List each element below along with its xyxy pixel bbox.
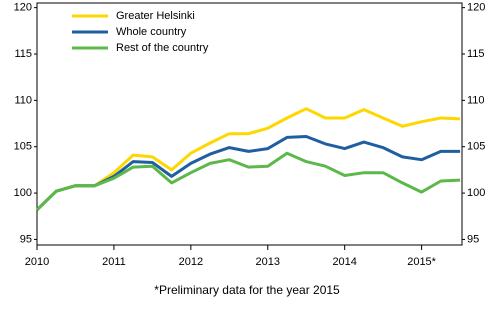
series-line xyxy=(35,107,461,211)
x-tick-label: 2014 xyxy=(332,256,356,268)
y-tick-label: 115 xyxy=(14,48,32,60)
footnote: *Preliminary data for the year 2015 xyxy=(154,283,340,297)
x-tick-label: 2012 xyxy=(179,256,203,268)
series-line xyxy=(35,135,461,211)
y-tick-label: 100 xyxy=(14,187,32,199)
y-tick-label: 95 xyxy=(20,233,32,245)
y2-tick-label: 100 xyxy=(467,187,485,199)
plot-frame xyxy=(36,2,463,246)
x-tick-label: 2011 xyxy=(102,256,126,268)
y2-tick-label: 120 xyxy=(467,2,485,14)
y2-tick-label: 115 xyxy=(467,48,485,60)
y2-tick-label: 110 xyxy=(467,94,485,106)
x-tick-label: 2015* xyxy=(407,256,436,268)
legend-label: Greater Helsinki xyxy=(116,10,195,22)
legend-label: Whole country xyxy=(116,26,187,38)
x-tick-label: 2013 xyxy=(256,256,280,268)
y2-tick-label: 105 xyxy=(467,141,485,153)
series-line xyxy=(35,151,461,211)
y-tick-label: 110 xyxy=(14,94,32,106)
y-tick-label: 120 xyxy=(14,2,32,14)
x-tick-label: 2010 xyxy=(25,256,49,268)
y-tick-label: 105 xyxy=(14,141,32,153)
y2-tick-label: 95 xyxy=(467,233,479,245)
legend-label: Rest of the country xyxy=(116,42,209,54)
